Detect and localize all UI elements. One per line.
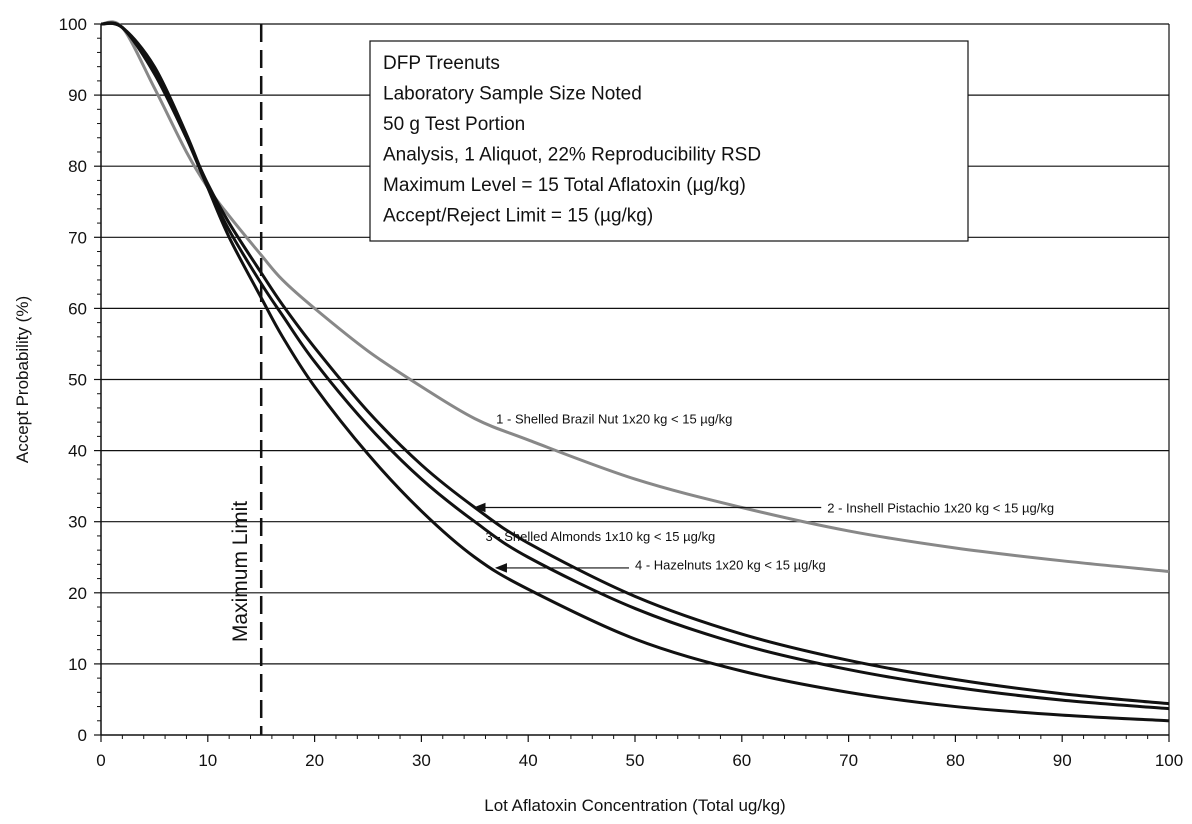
info-line-3: 50 g Test Portion <box>383 114 525 135</box>
x-tick-label: 70 <box>839 751 858 770</box>
y-tick-label: 10 <box>68 655 87 674</box>
y-tick-label: 90 <box>68 86 87 105</box>
y-tick-label: 40 <box>68 442 87 461</box>
x-tick-label: 80 <box>946 751 965 770</box>
maximum-limit-marker: Maximum Limit <box>229 24 263 735</box>
x-tick-label: 40 <box>519 751 538 770</box>
y-tick-label: 60 <box>68 299 87 318</box>
series-line-1 <box>100 20 1170 573</box>
series-lines <box>100 20 1170 723</box>
y-tick-label: 70 <box>68 228 87 247</box>
info-box: DFP Treenuts Laboratory Sample Size Noted… <box>369 40 969 242</box>
x-tick-label: 50 <box>626 751 645 770</box>
info-line-1: DFP Treenuts <box>383 53 500 74</box>
y-tick-label: 100 <box>59 15 87 34</box>
maximum-limit-label: Maximum Limit <box>229 501 252 642</box>
x-tick-label: 30 <box>412 751 431 770</box>
info-line-4: Analysis, 1 Aliquot, 22% Reproducibility… <box>383 145 761 166</box>
series-annotations: 1 - Shelled Brazil Nut 1x20 kg < 15 µg/k… <box>473 412 1054 573</box>
series-label-2: 2 - Inshell Pistachio 1x20 kg < 15 µg/kg <box>827 500 1054 515</box>
series-label-3: 3 - Shelled Almonds 1x10 kg < 15 µg/kg <box>485 529 715 544</box>
x-tick-label: 10 <box>198 751 217 770</box>
y-tick-label: 50 <box>68 371 87 390</box>
x-tick-label: 100 <box>1155 751 1183 770</box>
info-line-5: Maximum Level = 15 Total Aflatoxin (µg/k… <box>383 175 746 196</box>
y-tick-label: 0 <box>78 726 87 745</box>
y-tick-label: 20 <box>68 584 87 603</box>
x-tick-label: 20 <box>305 751 324 770</box>
x-axis-title: Lot Aflatoxin Concentration (Total ug/kg… <box>484 796 785 815</box>
info-line-6: Accept/Reject Limit = 15 (µg/kg) <box>383 206 653 227</box>
info-box-frame <box>369 40 969 242</box>
axes: 0 10 20 30 40 50 60 70 80 90 100 0 10 20 30 40 50 60 70 80 9… <box>59 15 1184 770</box>
x-tick-label: 90 <box>1053 751 1072 770</box>
x-tick-label: 0 <box>96 751 105 770</box>
series-label-1: 1 - Shelled Brazil Nut 1x20 kg < 15 µg/k… <box>496 412 732 427</box>
y-axis-title: Accept Probability (%) <box>13 296 32 463</box>
series-label-4: 4 - Hazelnuts 1x20 kg < 15 µg/kg <box>635 557 826 572</box>
x-tick-label: 60 <box>732 751 751 770</box>
info-line-2: Laboratory Sample Size Noted <box>383 84 642 105</box>
y-tick-label: 80 <box>68 157 87 176</box>
series-line-4 <box>100 21 1170 723</box>
y-tick-label: 30 <box>68 513 87 532</box>
